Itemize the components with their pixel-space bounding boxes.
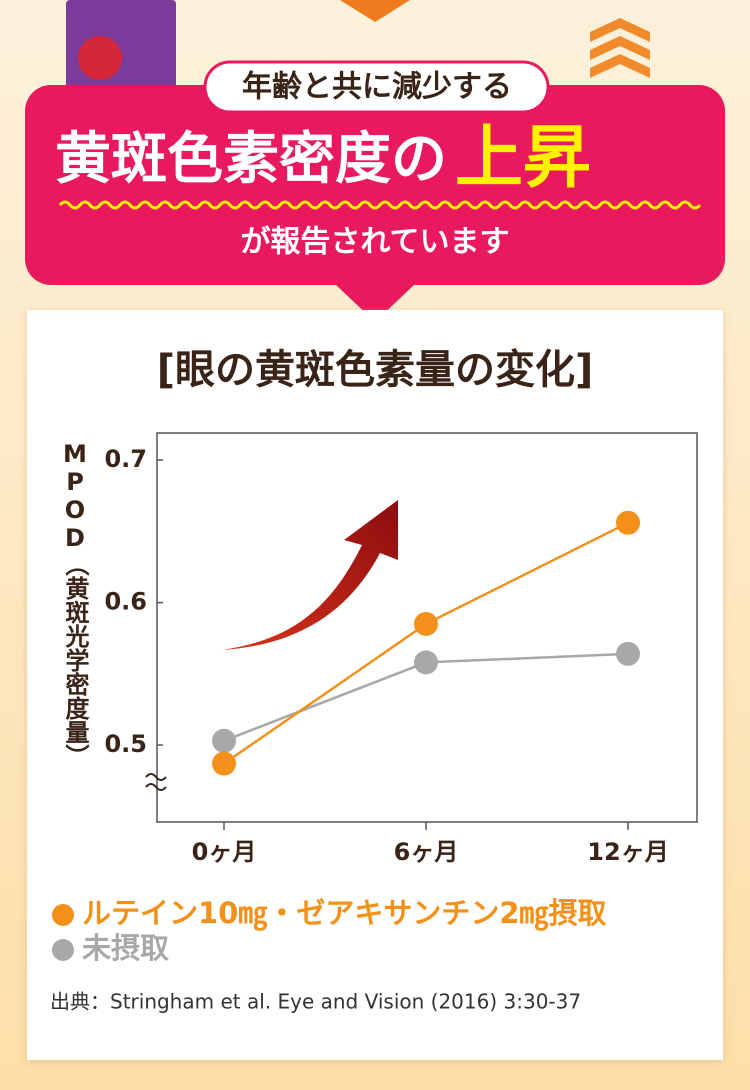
headline-highlight: 上昇 bbox=[455, 118, 591, 198]
product-daruma bbox=[78, 36, 122, 80]
data-point bbox=[414, 611, 438, 636]
x-tick-label: 12ヶ月 bbox=[587, 838, 668, 866]
x-tick-label: 6ヶ月 bbox=[394, 838, 459, 866]
y-tick-label: 0.5 bbox=[104, 730, 147, 758]
y-tick-label: 0.6 bbox=[104, 588, 147, 616]
banner-tag: 年齢と共に減少する bbox=[242, 70, 512, 105]
data-point bbox=[414, 650, 438, 675]
x-tick-label: 0ヶ月 bbox=[192, 838, 257, 866]
legend-label: ルテイン10㎎・ゼアキサンチン2㎎摂取 bbox=[82, 896, 607, 931]
chevrons bbox=[590, 18, 650, 78]
banner-subline: が報告されています bbox=[240, 225, 509, 260]
legend-swatch bbox=[52, 904, 74, 926]
banner-pointer bbox=[335, 284, 415, 322]
y-tick-label: 0.7 bbox=[104, 445, 147, 473]
data-point bbox=[212, 751, 236, 776]
banner bbox=[25, 85, 725, 285]
down-arrow bbox=[340, 0, 410, 22]
legend-swatch bbox=[52, 939, 74, 961]
data-point bbox=[212, 728, 236, 753]
chart-title: [眼の黄斑色素量の変化] bbox=[157, 347, 594, 393]
legend-label: 未摂取 bbox=[82, 931, 169, 965]
data-point bbox=[616, 641, 640, 666]
plot-frame bbox=[156, 432, 698, 823]
y-axis-label: MPOD（黄斑光学密度量） bbox=[61, 440, 90, 768]
headline-text: 黄斑色素密度の bbox=[55, 126, 447, 192]
banner-headline: 黄斑色素密度の 上昇 bbox=[55, 118, 591, 198]
wavy-underline bbox=[58, 200, 702, 210]
plot: 0.5 0.6 0.7 0ヶ月 6ヶ月 12ヶ月ルテイン10㎎・ゼアキサンチン2㎎摂取未摂… bbox=[52, 445, 669, 965]
trend-arrow bbox=[222, 500, 398, 650]
axis-break bbox=[145, 773, 167, 791]
chart-card bbox=[27, 310, 723, 1060]
tag-pill bbox=[203, 60, 550, 114]
source-note: 出典：Stringham et al. Eye and Vision (2016… bbox=[50, 990, 581, 1014]
data-point bbox=[616, 510, 640, 535]
